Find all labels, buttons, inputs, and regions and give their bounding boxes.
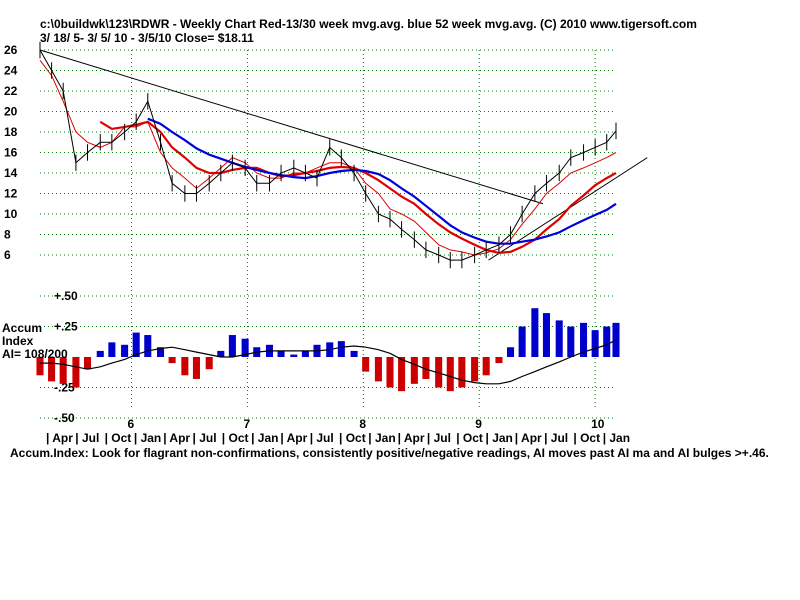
x-month-label: | Jan [603, 431, 630, 445]
price-y-tick-label: 6 [4, 248, 11, 262]
accum-bar [374, 357, 382, 382]
accum-bar [471, 357, 479, 382]
accum-ma-line [40, 339, 617, 385]
x-month-label: | Apr [515, 431, 542, 445]
price-y-tick-label: 16 [4, 146, 18, 160]
x-month-label: | Jan [134, 431, 161, 445]
price-y-tick-label: 18 [4, 125, 18, 139]
accum-bar [435, 357, 443, 388]
accum-bar [603, 326, 611, 357]
accum-bar [290, 354, 298, 357]
accum-bar [48, 357, 56, 382]
accum-bar [301, 350, 309, 357]
price-line [39, 49, 617, 261]
accum-bar [83, 357, 92, 370]
accum-bar [121, 344, 129, 357]
accum-bar [446, 357, 454, 392]
x-year-label: 6 [128, 417, 135, 431]
x-month-label: | Oct [573, 431, 600, 445]
x-month-label: | Jul [544, 431, 568, 445]
accum-bar [96, 350, 104, 357]
accum-bar [59, 357, 67, 384]
x-year-label: 7 [243, 417, 250, 431]
accum-bar [168, 357, 176, 364]
accum-bar [132, 332, 140, 357]
accum-bar [228, 335, 236, 357]
x-month-label: | Jul [193, 431, 217, 445]
accum-bar [542, 313, 550, 357]
chart-header-line1: c:\0buildwk\123\RDWR - Weekly Chart Red-… [40, 17, 697, 31]
accum-y-tick-label: -.25 [54, 381, 75, 395]
accum-y-tick-label: +.50 [54, 289, 78, 303]
accum-bar [337, 341, 345, 357]
accum-y-tick-label: -.50 [54, 411, 75, 425]
accum-bar [580, 322, 588, 357]
x-month-label: | Oct [456, 431, 483, 445]
accum-bar [422, 357, 430, 379]
accum-bar [181, 357, 189, 376]
accum-bar [398, 357, 406, 392]
accum-bar [567, 326, 575, 357]
moving-average-line [39, 59, 617, 256]
accum-bar [72, 357, 80, 388]
price-y-tick-label: 8 [4, 228, 11, 242]
x-month-label: | Apr [46, 431, 73, 445]
accum-bar [507, 347, 515, 357]
accum-bar [555, 320, 563, 357]
price-y-tick-label: 22 [4, 84, 18, 98]
accum-label-line3: AI= 108/200 [2, 347, 68, 361]
price-y-tick-label: 20 [4, 105, 18, 119]
accum-label-line2: Index [2, 334, 34, 348]
x-month-label: | Jan [486, 431, 513, 445]
x-month-label: | Oct [339, 431, 366, 445]
accum-bar [241, 338, 249, 357]
x-year-label: 9 [475, 417, 482, 431]
accum-bar [205, 357, 213, 370]
x-month-label: | Oct [222, 431, 249, 445]
accum-bar [518, 326, 526, 357]
x-month-label: | Jan [251, 431, 278, 445]
footer-note: Accum.Index: Look for flagrant non-confi… [10, 446, 769, 460]
x-month-label: | Apr [280, 431, 307, 445]
x-year-label: 10 [591, 417, 605, 431]
x-year-label: 8 [359, 417, 366, 431]
accum-bar [157, 347, 165, 357]
accum-bar [531, 308, 539, 357]
accum-bar [350, 350, 358, 357]
trendline [39, 49, 544, 205]
accum-label-line1: Accum [2, 321, 43, 335]
price-y-tick-label: 10 [4, 207, 18, 221]
x-month-label: | Jul [310, 431, 334, 445]
moving-average-line [147, 117, 617, 245]
x-month-label: | Jan [368, 431, 395, 445]
price-y-tick-label: 12 [4, 187, 18, 201]
x-month-label: | Apr [163, 431, 190, 445]
accum-bar [108, 342, 116, 357]
accum-bar [36, 357, 44, 376]
chart-header-line2: 3/ 18/ 5- 3/ 5/ 10 - 3/5/10 Close= $18.1… [40, 31, 254, 45]
accum-bar [458, 357, 466, 388]
accum-bar [217, 350, 225, 357]
accum-bar [386, 357, 394, 388]
accum-bar [192, 357, 200, 379]
accum-y-tick-label: +.25 [54, 320, 78, 334]
accum-bar [144, 335, 152, 357]
accum-bar [482, 357, 490, 376]
x-month-label: | Jul [427, 431, 451, 445]
x-month-label: | Oct [105, 431, 132, 445]
x-month-label: | Apr [398, 431, 425, 445]
accum-bar [362, 357, 370, 372]
accum-bar [495, 357, 503, 364]
accum-bar [591, 330, 599, 357]
price-y-tick-label: 26 [4, 43, 18, 57]
price-y-tick-label: 14 [4, 166, 18, 180]
accum-bar [277, 350, 285, 357]
price-y-tick-label: 24 [4, 64, 18, 78]
accum-bar [410, 357, 418, 384]
x-month-label: | Jul [75, 431, 99, 445]
